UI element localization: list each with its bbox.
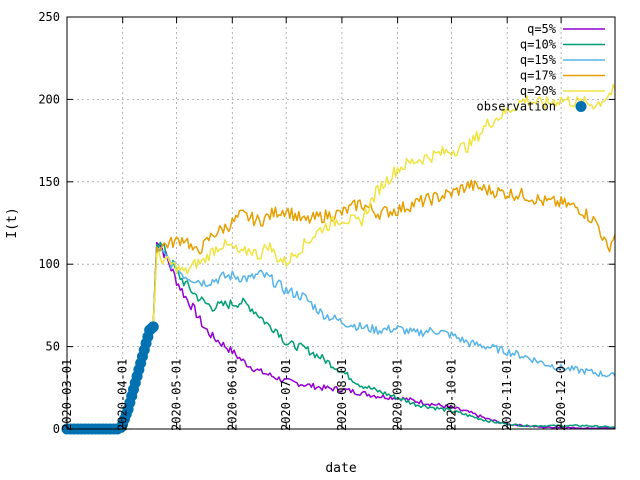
series-line: [152, 83, 616, 327]
series-line: [152, 246, 616, 378]
y-tick-label: 200: [38, 92, 60, 106]
x-tick-label: 2020-03-01: [60, 359, 74, 431]
series-q-20: [152, 83, 616, 327]
legend-label: q=17%: [520, 69, 557, 83]
series-q-10: [152, 241, 616, 429]
series-q-17: [152, 179, 616, 327]
x-axis: 2020-03-01 2020-04-01 2020-05-01 2020-06-01…: [60, 17, 568, 431]
legend-label: q=5%: [527, 22, 557, 36]
legend-swatch: [575, 101, 587, 112]
y-tick-label: 250: [38, 10, 60, 24]
plot-frame: [66, 16, 616, 430]
x-tick-label: 2020-08-01: [335, 359, 349, 431]
x-tick-label: 2020-05-01: [170, 359, 184, 431]
legend-label: q=10%: [520, 38, 557, 52]
y-tick-label: 100: [38, 257, 60, 271]
y-axis: 0 50 100 150 200 250: [38, 10, 615, 436]
x-tick-label: 2020-06-01: [225, 359, 239, 431]
y-tick-label: 50: [46, 340, 60, 354]
series-line: [152, 241, 616, 429]
series-q-5: [152, 241, 616, 430]
x-tick-label: 2020-09-01: [391, 359, 405, 431]
y-tick-label: 150: [38, 175, 60, 189]
y-axis-label: I(t): [5, 207, 20, 238]
x-tick-label: 2020-04-01: [116, 359, 130, 431]
legend-label: observation: [477, 100, 556, 114]
series-q-15: [152, 246, 616, 378]
legend-label: q=20%: [520, 84, 557, 98]
x-tick-label: 2020-10-01: [444, 359, 458, 431]
observation-point: [147, 321, 159, 333]
legend-label: q=15%: [520, 53, 557, 67]
legend: q=5% q=10%q=15% q=17%q=20% observation: [477, 22, 605, 114]
y-tick-label: 0: [53, 422, 60, 436]
series-observation: [61, 321, 159, 435]
series-line: [152, 241, 616, 430]
x-tick-label: 2020-12-01: [554, 359, 568, 431]
x-axis-label: date: [325, 461, 356, 476]
x-tick-label: 2020-11-01: [500, 359, 514, 431]
series-line: [152, 179, 616, 327]
x-tick-label: 2020-07-01: [279, 359, 293, 431]
